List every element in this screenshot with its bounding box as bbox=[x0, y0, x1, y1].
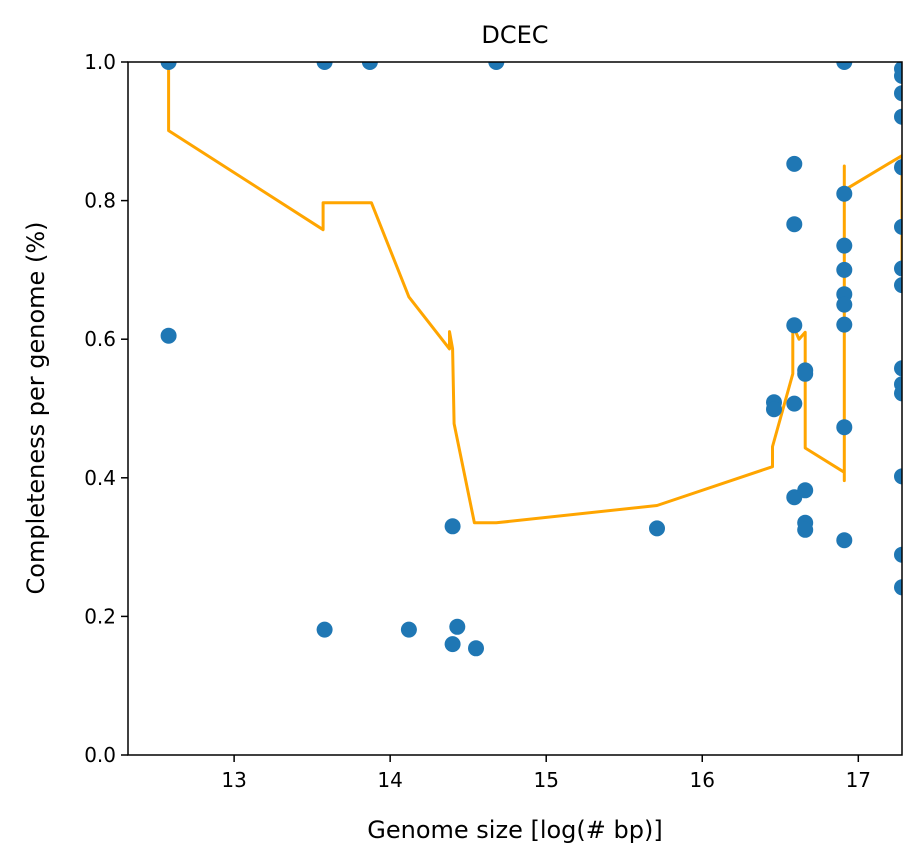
data-point bbox=[894, 360, 902, 377]
trend-line-layer bbox=[167, 62, 902, 525]
data-point bbox=[894, 385, 902, 402]
data-point bbox=[160, 327, 177, 344]
data-point bbox=[894, 67, 902, 84]
trend-line bbox=[167, 62, 902, 525]
data-point bbox=[444, 636, 461, 653]
data-point bbox=[797, 482, 814, 499]
y-tick-label: 0.2 bbox=[84, 604, 116, 628]
x-axis-label: Genome size [log(# bp)] bbox=[367, 816, 662, 844]
data-point bbox=[894, 260, 902, 277]
y-tick-label: 0.0 bbox=[84, 743, 116, 767]
x-tick-label: 17 bbox=[846, 768, 871, 792]
data-point bbox=[836, 532, 853, 549]
y-tick-label: 0.4 bbox=[84, 466, 116, 490]
data-point bbox=[786, 317, 803, 334]
data-point bbox=[797, 365, 814, 382]
data-point bbox=[316, 62, 333, 70]
data-point bbox=[836, 419, 853, 436]
data-point bbox=[836, 185, 853, 202]
data-point bbox=[400, 621, 417, 638]
data-point bbox=[836, 237, 853, 254]
data-point bbox=[894, 579, 902, 596]
data-point bbox=[894, 159, 902, 176]
data-point bbox=[488, 62, 505, 70]
y-tick-label: 0.8 bbox=[84, 189, 116, 213]
data-point bbox=[468, 640, 484, 657]
y-tick-label: 1.0 bbox=[84, 50, 116, 74]
data-point bbox=[894, 277, 902, 294]
x-tick-label: 16 bbox=[690, 768, 715, 792]
data-point bbox=[160, 62, 177, 70]
y-axis-label: Completeness per genome (%) bbox=[22, 222, 50, 595]
data-point bbox=[836, 296, 853, 313]
data-point bbox=[449, 618, 466, 635]
scatter-points-layer bbox=[160, 62, 902, 657]
data-point bbox=[836, 316, 853, 333]
data-point bbox=[836, 261, 853, 278]
data-point bbox=[766, 401, 782, 418]
data-point bbox=[894, 468, 902, 485]
data-point bbox=[894, 218, 902, 235]
data-point bbox=[894, 108, 902, 125]
y-tick-label: 0.6 bbox=[84, 327, 116, 351]
chart-title: DCEC bbox=[481, 21, 548, 49]
data-point bbox=[836, 62, 853, 70]
x-axis-ticks: 13 14 15 16 17 bbox=[221, 755, 871, 792]
data-point bbox=[786, 216, 803, 233]
x-tick-label: 14 bbox=[377, 768, 402, 792]
x-tick-label: 15 bbox=[533, 768, 558, 792]
data-point bbox=[316, 621, 333, 638]
data-point bbox=[649, 520, 665, 537]
data-point bbox=[444, 518, 461, 535]
data-point bbox=[894, 546, 902, 563]
data-point bbox=[786, 155, 803, 172]
data-point bbox=[786, 395, 803, 412]
y-axis-ticks: 0.0 0.2 0.4 0.6 0.8 1.0 bbox=[84, 50, 128, 767]
data-point bbox=[797, 521, 814, 538]
data-point bbox=[361, 62, 378, 70]
x-tick-label: 13 bbox=[221, 768, 246, 792]
plot-frame bbox=[127, 61, 903, 756]
data-point bbox=[894, 85, 902, 102]
